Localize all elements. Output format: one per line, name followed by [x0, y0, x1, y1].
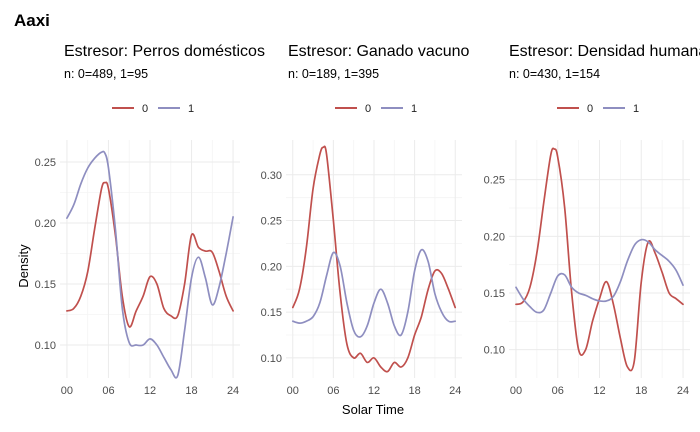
legend-label-0: 0	[365, 103, 371, 115]
x-tick-label: 24	[449, 385, 461, 397]
legend-label-1: 1	[188, 103, 194, 115]
y-tick-label: 0.20	[484, 231, 505, 243]
series-line-1	[66, 150, 234, 379]
x-tick-label: 12	[368, 385, 380, 397]
panel-title: Estresor: Perros domésticos	[64, 43, 265, 60]
legend-label-1: 1	[633, 103, 639, 115]
x-tick-label: 06	[327, 385, 339, 397]
panel-title: Estresor: Densidad humana	[509, 43, 700, 60]
x-tick-label: 06	[552, 385, 564, 397]
y-tick-label: 0.15	[261, 307, 282, 319]
y-tick-label: 0.15	[35, 279, 56, 291]
panel-subtitle: n: 0=430, 1=154	[509, 67, 600, 81]
panel-ganado-vacuno: Estresor: Ganado vacuno n: 0=189, 1=395 …	[261, 43, 470, 397]
x-axis-title: Solar Time	[342, 402, 404, 417]
x-tick-label: 18	[408, 385, 420, 397]
x-tick-label: 18	[635, 385, 647, 397]
x-tick-label: 00	[287, 385, 299, 397]
panel-subtitle: n: 0=489, 1=95	[64, 67, 148, 81]
y-tick-label: 0.25	[35, 157, 56, 169]
x-tick-label: 24	[227, 385, 239, 397]
x-tick-label: 24	[677, 385, 689, 397]
x-tick-label: 06	[102, 385, 114, 397]
y-tick-label: 0.25	[484, 175, 505, 187]
y-tick-label: 0.20	[35, 218, 56, 230]
x-tick-label: 12	[144, 385, 156, 397]
y-tick-label: 0.15	[484, 288, 505, 300]
series-line-0	[291, 145, 457, 373]
panel-subtitle: n: 0=189, 1=395	[288, 67, 379, 81]
y-axis-title: Density	[16, 244, 31, 288]
y-tick-label: 0.10	[35, 340, 56, 352]
y-tick-label: 0.30	[261, 170, 282, 182]
series-line-1	[515, 238, 684, 314]
y-tick-label: 0.25	[261, 216, 282, 228]
panel-perros-domesticos: Estresor: Perros domésticos n: 0=489, 1=…	[35, 43, 265, 397]
series-line-0	[66, 181, 234, 328]
y-tick-label: 0.10	[261, 353, 282, 365]
x-tick-label: 12	[593, 385, 605, 397]
legend-label-0: 0	[142, 103, 148, 115]
y-tick-label: 0.10	[484, 345, 505, 357]
series-line-0	[515, 147, 684, 372]
x-tick-label: 18	[185, 385, 197, 397]
y-tick-label: 0.20	[261, 261, 282, 273]
legend-label-0: 0	[587, 103, 593, 115]
series-line-1	[291, 248, 457, 338]
panel-densidad-humana: Estresor: Densidad humana n: 0=430, 1=15…	[484, 43, 700, 397]
panel-title: Estresor: Ganado vacuno	[288, 43, 470, 60]
figure-title: Aaxi	[14, 11, 50, 30]
legend-label-1: 1	[411, 103, 417, 115]
x-tick-label: 00	[510, 385, 522, 397]
x-tick-label: 00	[61, 385, 73, 397]
